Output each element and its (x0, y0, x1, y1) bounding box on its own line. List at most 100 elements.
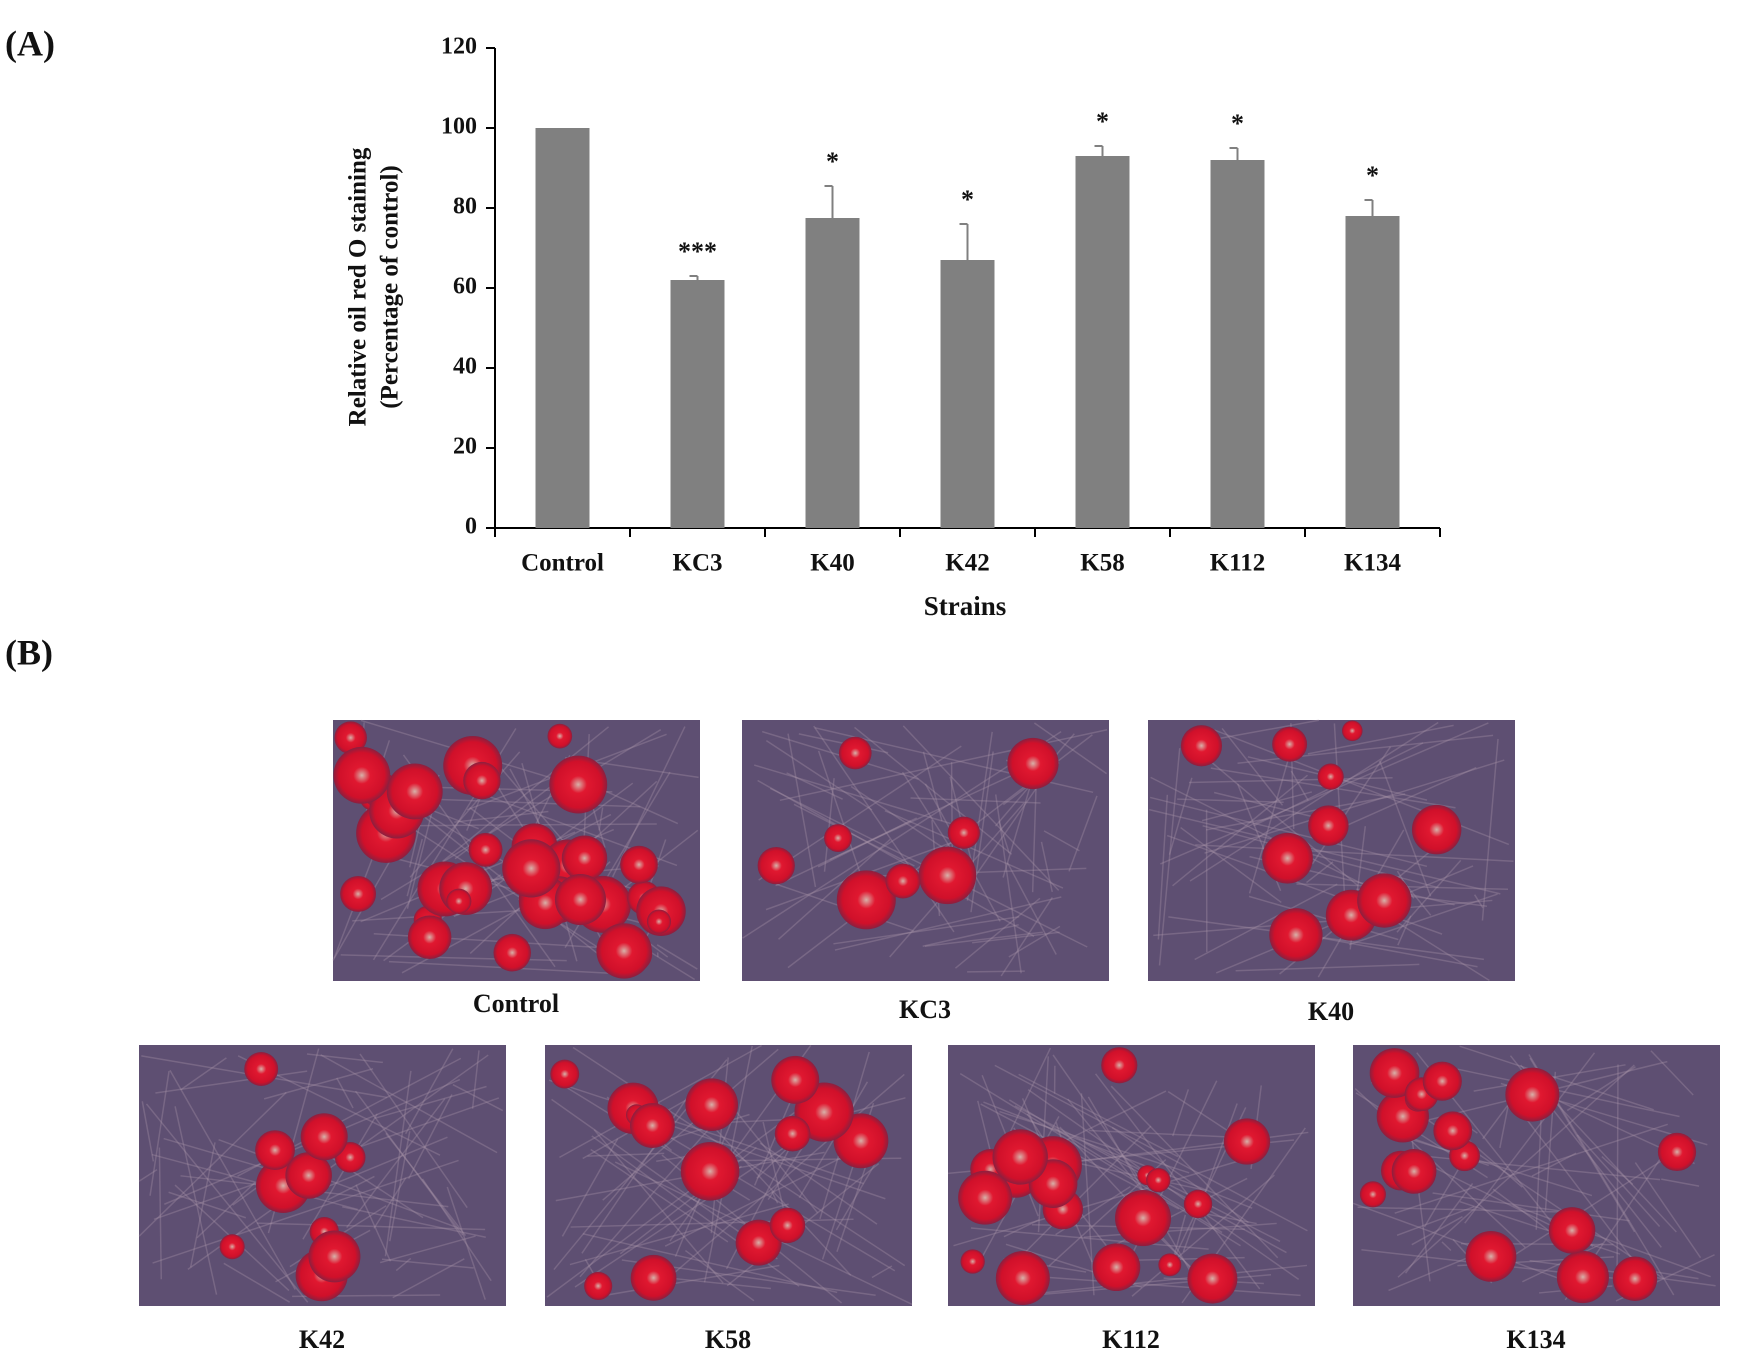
cell-fiber (180, 1057, 227, 1091)
cell-fiber (346, 1098, 446, 1229)
lipid-cell (1465, 1230, 1517, 1282)
cell-fiber (1000, 897, 1053, 977)
lipid-cell (769, 1207, 806, 1244)
cell-fiber (302, 1113, 378, 1240)
lipid-cell (629, 1103, 675, 1148)
lipid-cell (244, 1052, 279, 1086)
cell-fiber (373, 1177, 407, 1229)
cell-fiber (1411, 1216, 1463, 1246)
lipid-cell (386, 763, 443, 820)
lipid-cell (824, 824, 852, 853)
cell-fiber (327, 1175, 375, 1201)
cell-fiber (1404, 1182, 1474, 1274)
cell-fiber (1204, 759, 1505, 854)
lipid-cell (502, 839, 561, 898)
cell-fiber (1150, 776, 1377, 892)
cell-fiber (1202, 825, 1439, 889)
image-caption: K112 (1102, 1325, 1160, 1354)
lipid-cell (1317, 763, 1344, 790)
lipid-cell (584, 1271, 613, 1301)
micrograph (948, 1045, 1315, 1306)
y-tick-label: 60 (453, 274, 477, 300)
cell-fiber (446, 1186, 486, 1300)
lipid-cell (1269, 908, 1323, 962)
cell-fiber (306, 1053, 383, 1064)
cell-fiber (854, 726, 1013, 855)
cell-fiber (967, 970, 1025, 973)
x-tick-label: K112 (1210, 550, 1266, 577)
cell-fiber (1177, 798, 1284, 804)
cell-fiber (762, 1121, 784, 1208)
lipid-cell (1272, 726, 1308, 762)
lipid-cell (1411, 804, 1462, 855)
y-tick-label: 0 (465, 514, 477, 540)
cell-fiber (559, 1044, 762, 1159)
image-caption: K134 (1506, 1325, 1565, 1354)
cell-fiber (1379, 760, 1432, 897)
cell-fiber (1131, 1174, 1275, 1297)
lipid-cell (1422, 1061, 1462, 1101)
cell-fiber (902, 725, 1060, 891)
lipid-cell (561, 835, 608, 881)
cell-fiber (884, 809, 1064, 889)
image-caption: K42 (299, 1325, 345, 1354)
cell-fiber (757, 779, 1035, 937)
cell-fiber (342, 1206, 486, 1239)
significance-label: * (1366, 161, 1379, 190)
cell-fiber (1003, 1219, 1040, 1238)
cell-fiber (922, 751, 943, 822)
lipid-cell (255, 1130, 295, 1171)
cell-fiber (1566, 1066, 1636, 1112)
micrograph (332, 719, 700, 981)
lipid-cell (1548, 1207, 1596, 1254)
cell-fiber (392, 1258, 465, 1299)
cell-fiber (1432, 1192, 1630, 1222)
image-caption: KC3 (899, 995, 951, 1024)
cell-fiber (1512, 1204, 1711, 1278)
cell-fiber (1324, 766, 1477, 836)
cell-fiber (970, 751, 994, 913)
x-tick-label: K40 (810, 550, 854, 577)
significance-label: * (961, 185, 974, 214)
cell-fiber (1018, 1073, 1179, 1158)
cell-fiber (158, 1147, 163, 1280)
lipid-cell (685, 1078, 739, 1132)
cell-fiber (1348, 893, 1498, 946)
cell-fiber (196, 1181, 256, 1239)
cell-fiber (1616, 1064, 1619, 1285)
lipid-cell (468, 832, 503, 867)
cell-fiber (452, 1084, 504, 1112)
lipid-cell (1369, 1048, 1420, 1098)
cell-fiber (994, 1064, 1308, 1232)
cell-fiber (355, 1184, 392, 1262)
cell-fiber (1149, 796, 1428, 868)
cell-fiber (954, 897, 1041, 969)
cell-fiber (1033, 722, 1107, 775)
significance-label: * (1231, 109, 1244, 138)
image-caption: K58 (705, 1325, 751, 1354)
bar (805, 218, 860, 528)
lipid-cell (1341, 720, 1363, 742)
bar (940, 260, 995, 528)
y-tick-label: 80 (453, 194, 477, 220)
y-tick-label: 20 (453, 434, 477, 460)
lipid-cell (1556, 1250, 1609, 1304)
cell-fiber (336, 1077, 354, 1109)
cell-fiber (829, 767, 1028, 861)
cell-fiber (570, 1218, 854, 1228)
cell-fiber (1160, 722, 1489, 865)
cell-fiber (698, 1110, 852, 1276)
cell-fiber (602, 1048, 779, 1201)
cell-fiber (145, 1103, 309, 1303)
image-caption: Control (473, 989, 559, 1018)
cell-fiber (1180, 826, 1282, 904)
cell-fiber (263, 1068, 374, 1100)
cell-fiber (587, 1152, 665, 1157)
cell-fiber (786, 772, 843, 800)
cell-fiber (793, 803, 915, 867)
lipid-cell (1262, 832, 1313, 884)
cell-fiber (189, 1142, 216, 1268)
lipid-cell (1092, 1243, 1141, 1292)
cell-fiber (953, 1158, 1245, 1247)
